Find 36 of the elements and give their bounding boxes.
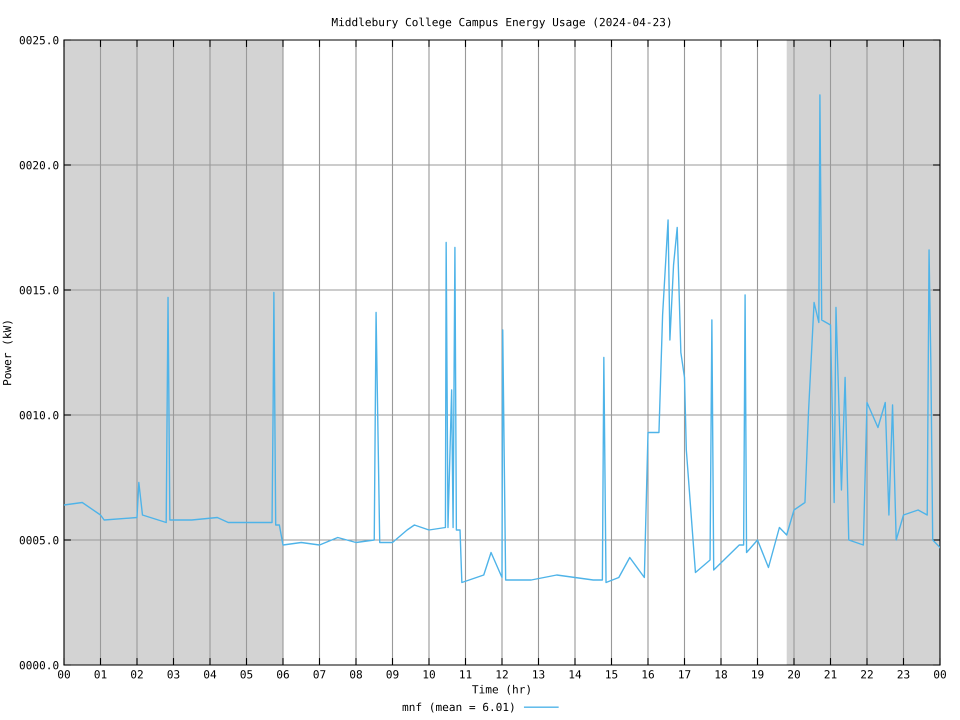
x-tick-label: 02	[131, 670, 143, 679]
x-tick-label: 18	[716, 670, 727, 679]
y-tick-label: 0000.0	[20, 661, 58, 670]
x-tick-label: 09	[386, 670, 398, 679]
x-tick-label: 03	[168, 670, 180, 679]
y-tick-label: 0025.0	[20, 36, 58, 44]
x-tick-label: 10	[424, 670, 435, 679]
x-tick-label: 14	[570, 670, 582, 678]
y-axis-title: Power (kW)	[2, 321, 13, 385]
x-tick-label: 21	[824, 670, 836, 678]
x-tick-label: 20	[788, 670, 800, 679]
x-tick-label: 16	[642, 670, 654, 679]
y-tick-label: 0020.0	[20, 161, 58, 170]
x-tick-label: 19	[752, 670, 764, 679]
x-tick-label: 22	[861, 670, 873, 678]
x-tick-label: 01	[94, 670, 106, 679]
x-tick-label: 07	[314, 670, 326, 679]
x-tick-label: 06	[277, 670, 289, 679]
x-tick-label: 00	[934, 670, 946, 679]
x-tick-label: 23	[898, 670, 910, 679]
x-tick-label: 05	[240, 670, 252, 679]
x-tick-label: 08	[350, 670, 362, 679]
y-tick-label: 0005.0	[20, 536, 58, 544]
x-tick-label: 15	[606, 670, 618, 679]
x-tick-label: 11	[460, 670, 472, 678]
y-tick-label: 0010.0	[20, 411, 58, 420]
x-tick-label: 17	[679, 670, 690, 678]
x-tick-label: 04	[204, 670, 216, 679]
x-axis-title: Time (hr)	[472, 684, 530, 695]
x-tick-label: 00	[58, 670, 70, 679]
x-tick-label: 13	[533, 670, 544, 679]
chart-title: Middlebury College Campus Energy Usage (2024-04-23)	[332, 18, 670, 28]
y-tick-label: 0015.0	[20, 286, 58, 294]
legend-label: mnf (mean = 6.01)	[402, 702, 514, 712]
x-tick-label: 12	[496, 670, 508, 678]
line-series	[64, 94, 940, 584]
